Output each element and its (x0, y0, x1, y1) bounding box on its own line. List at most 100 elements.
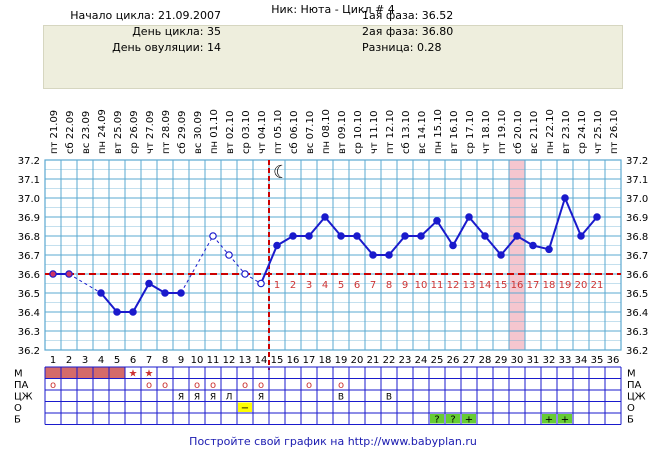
phase2-day-number: 18 (543, 280, 556, 291)
x-weekday-date-label: ср 10.10 (353, 110, 364, 154)
temp-point (369, 251, 377, 259)
x-weekday-date-label: пт 28.09 (161, 110, 172, 154)
phase2-day-number: 5 (338, 280, 344, 291)
pa-mark: о (258, 380, 264, 391)
y-tick-label-left: 36.9 (18, 213, 40, 224)
row-label-right: ПА (627, 380, 642, 391)
y-tick-label-right: 36.3 (626, 327, 648, 338)
temp-point (417, 232, 425, 240)
temp-point (481, 232, 489, 240)
plot-border (44, 159, 622, 351)
row-label-left: М (14, 369, 23, 380)
phase2-day-number: 14 (479, 280, 492, 291)
x-day-number: 29 (495, 355, 508, 366)
difference-value: 0.28 (417, 41, 442, 54)
x-weekday-date-label: пт 26.10 (609, 110, 620, 154)
menses-bar-cell (45, 367, 61, 379)
phase2-day-number: 10 (415, 280, 428, 291)
y-tick-label-right: 36.6 (626, 270, 648, 281)
ovulation-day-label: День овуляции: (112, 41, 204, 54)
temp-point (209, 232, 217, 240)
x-day-number: 11 (207, 355, 220, 366)
x-weekday-date-label: вт 09.10 (337, 110, 348, 154)
x-day-number: 31 (527, 355, 540, 366)
x-day-number: 14 (255, 355, 268, 366)
x-weekday-date-label: вс 07.10 (305, 111, 316, 154)
test-cell (430, 414, 444, 424)
temp-point (177, 289, 185, 297)
temp-segment-dashed (228, 254, 246, 275)
x-weekday-date-label: сб 29.09 (177, 111, 188, 154)
test-cell (558, 414, 572, 424)
y-tick-label-left: 37.1 (18, 175, 40, 186)
pa-mark: о (210, 380, 216, 391)
y-tick-label-right: 36.8 (626, 232, 648, 243)
phase2-day-number: 16 (511, 280, 524, 291)
test-mark: + (545, 415, 553, 426)
x-weekday-date-label: пт 05.10 (273, 110, 284, 154)
crescent-moon-icon: ☾ (273, 162, 289, 183)
phase1-label: 1ая фаза: (362, 9, 419, 22)
x-weekday-date-label: пн 15.10 (433, 109, 444, 154)
temp-point (497, 251, 505, 259)
x-day-number: 1 (50, 355, 56, 366)
cm-mark: Я (194, 393, 200, 403)
pa-mark: о (194, 380, 200, 391)
cm-mark: Я (178, 393, 184, 403)
y-tick-label-right: 37.0 (626, 194, 648, 205)
phase1-row: 1ая фаза: 36.52 (362, 8, 453, 24)
row-label-left: О (14, 403, 22, 414)
footer-link[interactable]: Постройте свой график на http://www.baby… (189, 435, 477, 448)
temp-point (577, 232, 585, 240)
temp-point (513, 232, 521, 240)
x-day-number: 5 (114, 355, 120, 366)
opk-mark: − (241, 403, 249, 414)
x-weekday-date-label: вт 02.10 (225, 110, 236, 154)
x-day-number: 21 (367, 355, 380, 366)
temp-point (337, 232, 345, 240)
temp-point (129, 308, 137, 316)
x-weekday-date-label: сб 13.10 (401, 111, 412, 154)
temp-segment (548, 197, 566, 250)
cycle-day-row: День цикла: 35 (70, 24, 221, 40)
x-day-number: 28 (479, 355, 492, 366)
cycle-day-label: День цикла: (132, 25, 204, 38)
x-day-number: 36 (607, 355, 620, 366)
phase1-value: 36.52 (421, 9, 454, 22)
test-mark: + (465, 415, 473, 426)
x-day-number: 24 (415, 355, 428, 366)
difference-label: Разница: (362, 41, 414, 54)
y-tick-label-left: 36.5 (18, 289, 40, 300)
row-label-left: Б (14, 415, 21, 426)
temp-point (97, 289, 105, 297)
star-icon: ★ (145, 369, 154, 380)
temp-segment (308, 216, 326, 237)
temp-segment (500, 235, 518, 256)
x-weekday-date-label: вт 25.09 (113, 110, 124, 154)
temp-segment-dashed (180, 235, 214, 294)
y-tick-label-left: 36.7 (18, 251, 40, 262)
x-weekday-date-label: ср 17.10 (465, 110, 476, 154)
y-tick-label-right: 36.9 (626, 213, 648, 224)
x-weekday-date-label: сб 20.10 (513, 111, 524, 154)
y-tick-label-left: 36.4 (18, 308, 40, 319)
phase2-day-number: 1 (274, 280, 280, 291)
x-weekday-date-label: пт 21.09 (49, 110, 60, 154)
phase2-label: 2ая фаза: (362, 25, 419, 38)
menses-bar-cell (77, 367, 93, 379)
temp-segment (132, 283, 150, 313)
row-label-left: ЦЖ (14, 392, 33, 403)
temp-segment (468, 216, 486, 237)
y-tick-label-left: 36.2 (18, 346, 40, 357)
temp-point (401, 232, 409, 240)
temp-point (305, 232, 313, 240)
temp-point (241, 270, 249, 278)
temp-segment (436, 220, 454, 247)
temp-segment (564, 197, 582, 237)
temp-point (353, 232, 361, 240)
test-mark: + (561, 415, 569, 426)
y-tick-label-left: 37.0 (18, 194, 40, 205)
cycle-info-box (43, 25, 623, 89)
row-label-right: М (627, 369, 636, 380)
temp-point (161, 289, 169, 297)
